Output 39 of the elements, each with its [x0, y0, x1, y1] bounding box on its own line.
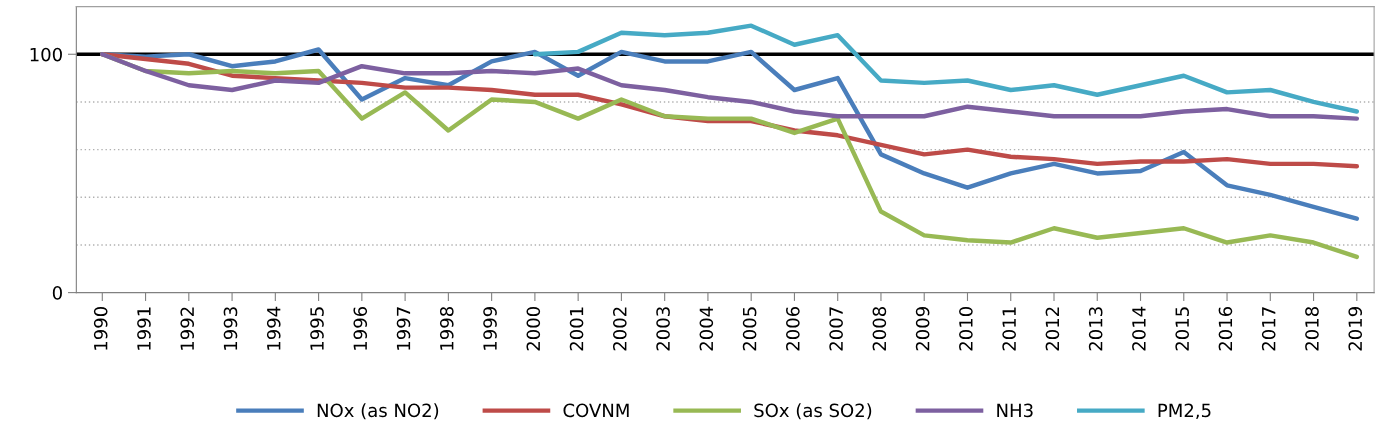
x-tick-label: 2000 [526, 306, 541, 351]
x-tick-label: 2018 [1305, 307, 1319, 351]
x-tick-label: 2016 [1218, 306, 1233, 351]
x-tick-label: 1998 [439, 307, 454, 350]
x-tick-label: 1996 [353, 306, 368, 350]
x-tick-label: 2015 [1175, 307, 1190, 351]
x-tick-label: 2011 [1002, 307, 1016, 351]
x-tick-label: 2010 [959, 306, 973, 351]
legend-label: NOx (as NO2) [317, 403, 439, 420]
x-tick-label: 1993 [223, 307, 238, 350]
line-series [100, 52, 1360, 121]
x-tick-label: 2004 [699, 306, 714, 351]
x-tick-label: 2005 [742, 307, 757, 351]
x-tick-label: 1999 [483, 307, 497, 350]
x-tick-label: 2017 [1261, 307, 1276, 351]
y-tick-label: 0 [52, 286, 62, 300]
x-tick-label: 2014 [1132, 306, 1146, 351]
x-tick-label: 2019 [1348, 307, 1363, 351]
legend-label: PM2,5 [1158, 403, 1211, 420]
legend-label: COVNM [563, 403, 629, 418]
x-tick-label: 1991 [137, 307, 151, 350]
x-tick-label: 2006 [786, 306, 800, 351]
x-tick-label: 2007 [829, 307, 843, 351]
x-tick-label: 2008 [872, 307, 887, 351]
x-tick-label: 1995 [310, 307, 324, 350]
x-tick-label: 1992 [180, 307, 195, 350]
y-tick-label: 100 [30, 47, 62, 62]
legend-label: SOx (as SO2) [754, 403, 872, 420]
x-tick-label: 2002 [612, 307, 627, 351]
legend-label: NH3 [997, 403, 1033, 418]
x-tick-label: 1990 [93, 306, 108, 350]
x-tick-label: 2009 [915, 307, 930, 351]
x-tick-label: 1994 [266, 306, 281, 350]
x-tick-label: 2003 [656, 307, 670, 351]
x-tick-label: 2012 [1045, 307, 1060, 351]
x-tick-label: 2013 [1088, 307, 1103, 351]
x-tick-label: 1997 [396, 307, 411, 350]
x-tick-label: 2001 [569, 307, 584, 351]
line-series [532, 23, 1360, 114]
